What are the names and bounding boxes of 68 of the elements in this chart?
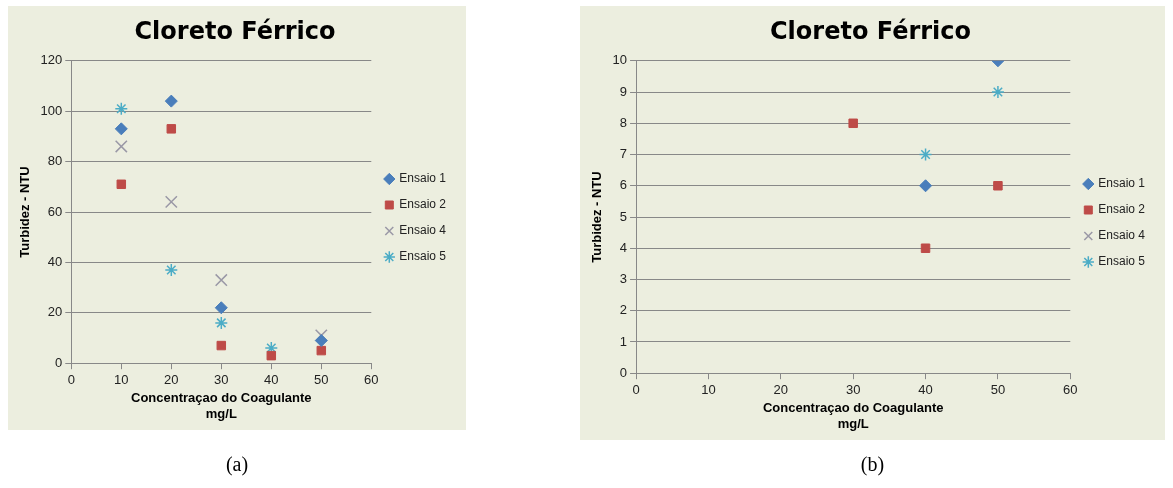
x-tick-label: 0 [67, 371, 75, 387]
x-axis-title: Concentraçao do Coagulante mg/L [131, 390, 312, 421]
point [166, 124, 177, 134]
point [920, 243, 931, 253]
y-tick-label: 80 [47, 153, 63, 169]
point [266, 350, 277, 361]
x-tick-label: 20 [773, 381, 789, 397]
point [216, 340, 227, 351]
x-tick-label: 40 [918, 381, 933, 397]
y-tick-label: 3 [619, 271, 628, 287]
y-tick-label: 8 [619, 114, 628, 130]
legend-label: Ensaio 4 [1098, 228, 1146, 243]
legend-label: Ensaio 2 [399, 197, 447, 212]
x-axis-title: Concentraçao do Coagulante mg/L [762, 400, 944, 431]
x-tick-label: 30 [845, 381, 861, 397]
point [314, 334, 328, 348]
y-tick-label: 0 [55, 354, 63, 370]
y-tick-label: 120 [40, 52, 63, 68]
y-tick-label: 60 [47, 203, 63, 219]
y-tick-label: 10 [612, 52, 628, 68]
legend-label: Ensaio 2 [1098, 202, 1146, 217]
x-tick-label: 40 [264, 371, 279, 387]
point [991, 85, 1005, 99]
legend-label: Ensaio 4 [399, 223, 447, 238]
text: (a) [224, 453, 250, 476]
y-axis-title: Turbidez - NTU [17, 166, 33, 258]
point [164, 94, 178, 108]
point [114, 140, 128, 153]
x-tick-label: 20 [164, 371, 179, 387]
x-tick-label: 50 [314, 371, 329, 387]
y-tick-label: 9 [619, 83, 628, 99]
legend-label: Ensaio 1 [1098, 176, 1146, 191]
point [316, 345, 327, 356]
point [993, 181, 1003, 191]
y-tick-label: 5 [619, 208, 628, 224]
x-tick-label: 10 [701, 381, 716, 397]
x-tick-label: 0 [632, 381, 640, 397]
point [919, 179, 933, 193]
y-tick-label: 40 [47, 253, 63, 269]
point [918, 147, 933, 162]
legend-label: Ensaio 5 [1098, 254, 1146, 269]
x-tick-label: 10 [114, 371, 129, 387]
point [214, 273, 228, 287]
text: (b) [859, 453, 886, 476]
point [114, 101, 129, 116]
point [116, 179, 127, 190]
point [214, 301, 228, 315]
point [848, 118, 858, 129]
point [114, 122, 128, 136]
legend-label: Ensaio 5 [399, 249, 447, 264]
y-tick-label: 6 [619, 177, 628, 193]
chart-title: Cloreto Férrico [134, 16, 336, 45]
y-tick-label: 4 [619, 239, 628, 255]
point [164, 263, 179, 277]
x-tick-label: 50 [990, 381, 1006, 397]
x-tick-label: 60 [1063, 381, 1078, 397]
chart-title: Cloreto Férrico [769, 16, 972, 45]
y-tick-label: 7 [619, 146, 628, 162]
y-tick-label: 20 [47, 304, 63, 320]
x-tick-label: 60 [364, 371, 379, 387]
x-tick-label: 30 [214, 371, 229, 387]
y-tick-label: 2 [619, 302, 628, 318]
y-tick-label: 100 [40, 102, 63, 118]
point [164, 195, 178, 209]
point [214, 316, 229, 330]
y-tick-label: 1 [619, 333, 628, 349]
legend-label: Ensaio 1 [399, 171, 447, 186]
y-axis-title: Turbidez - NTU [589, 171, 605, 263]
